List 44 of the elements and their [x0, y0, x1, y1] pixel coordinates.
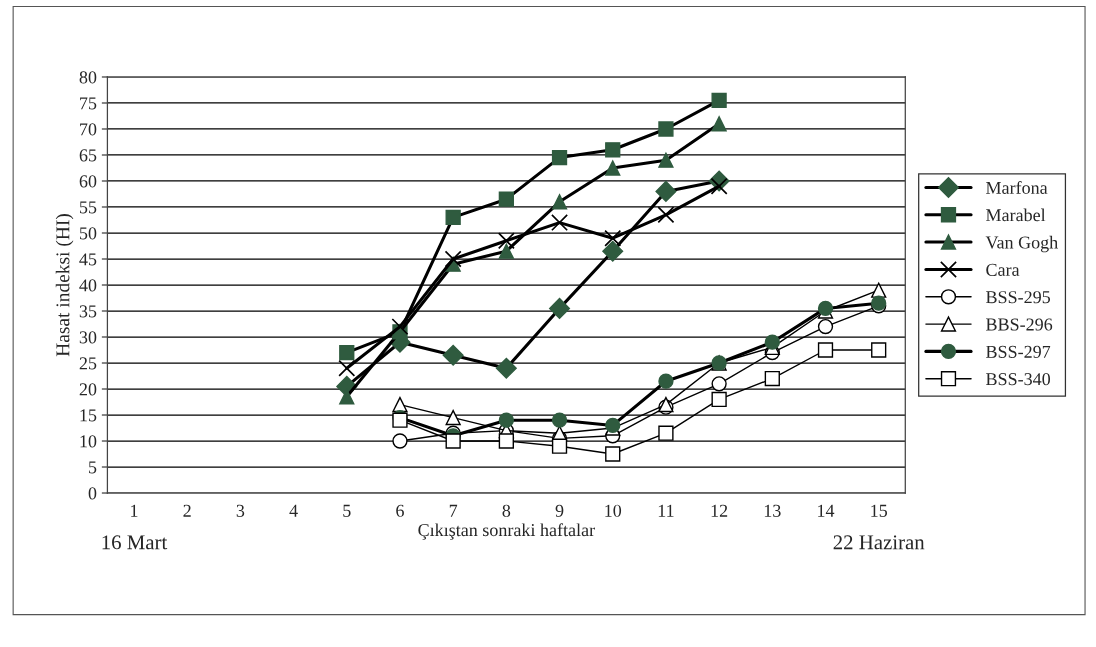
x-tick-label: 10 [605, 504, 622, 517]
y-tick-label: 0 [88, 487, 97, 500]
x-tick-label: 3 [236, 504, 245, 517]
x-tick-label: 13 [764, 504, 781, 517]
y-tick-label: 50 [79, 227, 97, 240]
y-tick-label: 65 [79, 149, 97, 162]
x-tick-label: 6 [396, 504, 404, 517]
y-tick-label: 55 [79, 201, 97, 214]
y-tick-label: 25 [79, 357, 97, 370]
x-tick-label: 8 [502, 504, 511, 517]
x-tick-label: 12 [711, 504, 728, 517]
legend-label: Cara [986, 263, 1020, 276]
y-tick-label: 15 [80, 409, 97, 422]
legend-label: Marfona [986, 181, 1048, 194]
y-tick-label: 70 [80, 123, 97, 136]
y-tick-label: 10 [80, 435, 97, 448]
x-tick-label: 5 [343, 504, 351, 517]
y-tick-label: 80 [79, 71, 97, 84]
y-tick-label: 75 [80, 97, 97, 110]
x-tick-label: 2 [183, 504, 191, 517]
x-tick-label: 11 [658, 504, 674, 517]
y-tick-label: 60 [79, 175, 97, 188]
legend-label: BSS-297 [986, 345, 1051, 358]
y-tick-label: 35 [79, 305, 97, 318]
y-axis-title: Hasat indeksi (HI) [55, 214, 74, 357]
x-tick-label: 4 [289, 504, 298, 517]
legend-label: BSS-340 [986, 373, 1051, 386]
y-tick-label: 30 [79, 331, 97, 344]
x-tick-label: 15 [871, 504, 888, 517]
text: 16 Mart [102, 535, 168, 550]
y-tick-label: 45 [79, 253, 97, 266]
x-tick-label: 9 [555, 504, 564, 517]
legend-label: BBS-296 [986, 318, 1053, 331]
y-tick-label: 40 [79, 279, 97, 292]
x-tick-label: 14 [818, 504, 835, 517]
legend-label: BSS-295 [986, 291, 1051, 304]
y-tick-label: 20 [79, 383, 97, 396]
legend-label: Van Gogh [985, 235, 1058, 253]
x-tick-label: 1 [131, 504, 138, 517]
legend-label: Marabel [986, 208, 1046, 222]
text: 22 Haziran [833, 535, 925, 550]
y-tick-label: 5 [89, 461, 97, 474]
x-tick-label: 7 [449, 504, 458, 517]
x-axis-title: Çıkıştan sonraki haftalar [418, 523, 595, 540]
